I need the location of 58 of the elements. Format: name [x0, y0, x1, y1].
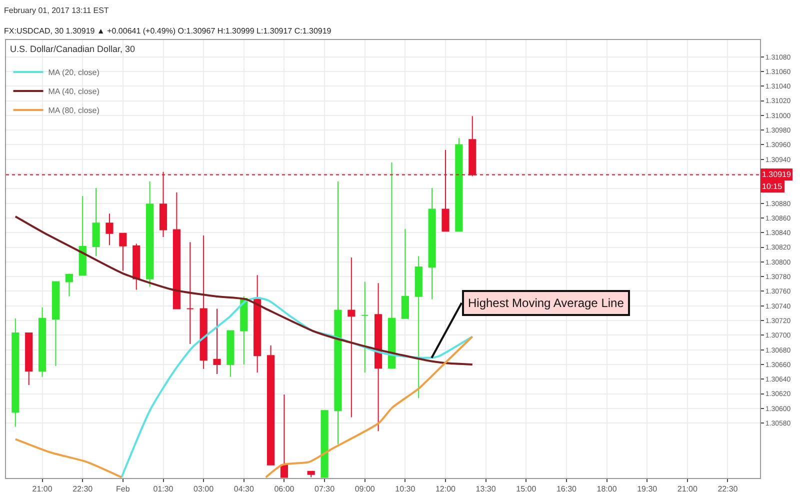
annotation: Highest Moving Average Line	[468, 296, 624, 310]
x-tick-label: 10:30	[395, 484, 416, 494]
x-tick-label: 12:00	[435, 484, 456, 494]
x-tick-label: 15:00	[516, 484, 537, 494]
x-tick-label: 03:00	[194, 484, 214, 494]
candlestick	[65, 273, 73, 297]
candlestick	[334, 180, 342, 445]
candlestick	[12, 318, 20, 428]
candlestick	[388, 162, 396, 369]
legend-label: MA (40, close)	[48, 87, 100, 96]
x-tick-label: 18:00	[596, 484, 618, 494]
candlestick	[25, 332, 33, 386]
x-tick-label: 09:00	[354, 484, 376, 494]
annotation: U.S. Dollar/Canadian Dollar, 30	[10, 44, 136, 54]
candlestick	[119, 232, 127, 272]
candlestick	[106, 213, 114, 246]
candlestick	[401, 228, 409, 319]
candlestick	[320, 410, 328, 478]
candlestick	[374, 282, 382, 432]
x-tick-label: 16:30	[556, 484, 578, 494]
candlestick	[213, 308, 221, 374]
legend-label: MA (80, close)	[48, 106, 100, 116]
candlestick	[92, 187, 100, 257]
candlestick	[78, 196, 86, 276]
x-tick-label: 13:30	[476, 484, 496, 494]
candlestick	[132, 243, 140, 290]
candlestick	[455, 138, 463, 232]
candlestick	[348, 257, 356, 418]
x-tick-label: 22:30	[718, 484, 738, 494]
candlestick	[266, 344, 275, 466]
candlestick	[280, 394, 288, 478]
legend-label: MA (20, close)	[48, 68, 100, 78]
ref-line-label: 1.30919	[762, 170, 792, 179]
chart-title: February 01, 2017 13:11 EST	[4, 6, 109, 16]
candlestick	[240, 296, 248, 365]
candlestick	[307, 470, 315, 478]
text: 10:15	[762, 182, 783, 191]
candlestick	[186, 242, 194, 344]
x-tick-label: Feb	[116, 484, 130, 494]
candlestick	[414, 256, 422, 399]
candlestick	[200, 235, 208, 370]
candlestick	[226, 330, 234, 378]
x-tick-label: 22:30	[72, 484, 94, 494]
x-tick-label: 21:00	[32, 484, 53, 494]
candlestick	[172, 192, 180, 310]
candlestick	[428, 187, 436, 300]
x-tick-label: 06:00	[274, 484, 295, 494]
candlestick	[38, 306, 46, 378]
candlestick	[52, 281, 60, 366]
candlestick	[146, 180, 154, 288]
chart-subtitle: FX:USDCAD, 30 1.30919 ▲ +0.00641 (+0.49%) O:1.30967 H:1.30999 L:1.30917 C:1.30919	[4, 26, 332, 36]
x-tick-label: 07:30	[314, 484, 336, 494]
candlestick	[254, 274, 262, 374]
candlestick	[361, 281, 369, 374]
x-tick-label: 01:30	[153, 484, 174, 494]
x-tick-label: 21:00	[677, 484, 698, 494]
x-tick-label: 19:30	[637, 484, 658, 494]
x-tick-label: 04:30	[234, 484, 254, 494]
